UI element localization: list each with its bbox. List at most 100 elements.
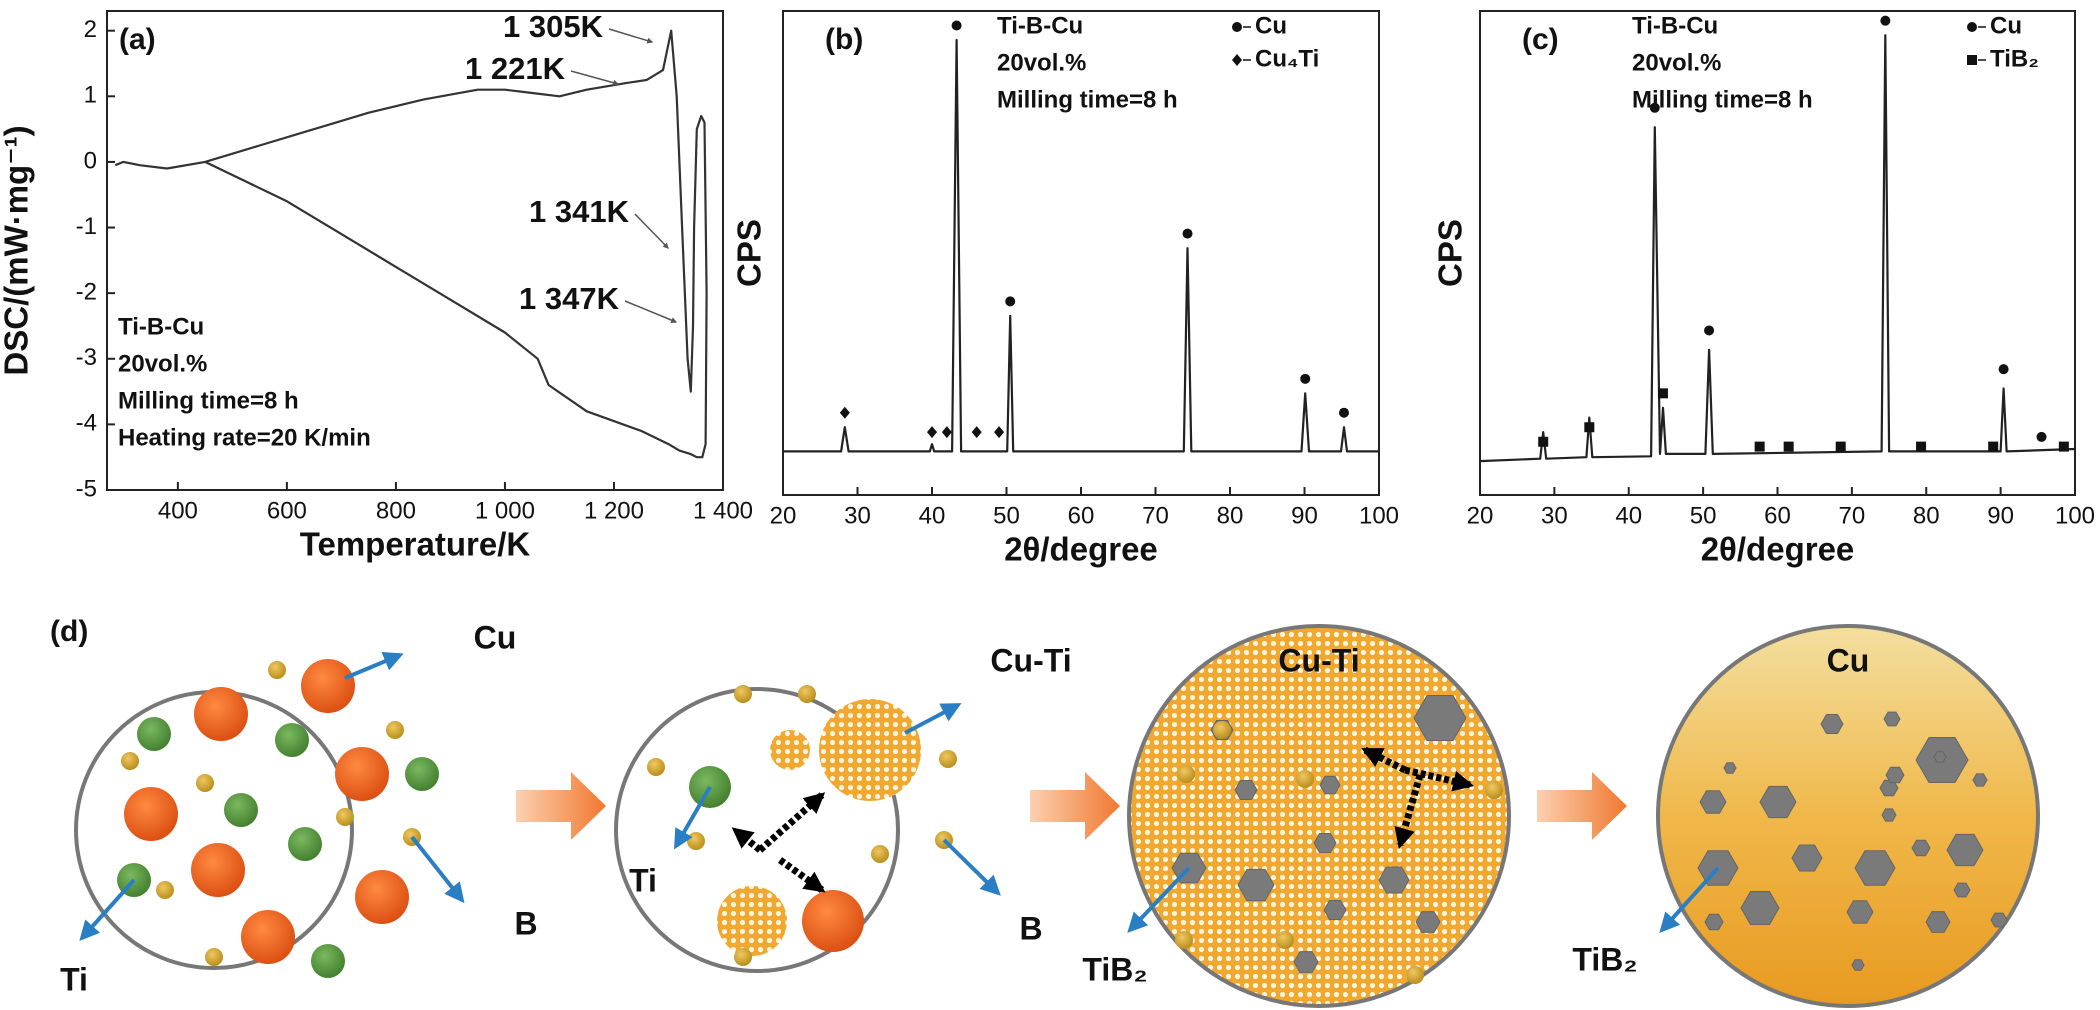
annotation: 1 347K [519,281,620,316]
x-tick-label: 30 [844,502,871,529]
b-particle [734,685,752,703]
x-tick-label: 30 [1541,502,1568,529]
pointer-arrow [904,703,962,735]
text-box-line: Ti-B-Cu [118,313,204,340]
diagram-label: B [514,905,537,941]
text-box-line: Ti-B-Cu [997,12,1083,39]
x-tick-label: 50 [993,502,1020,529]
b-particle [336,808,354,826]
b-particle [734,948,752,966]
plot-frame [106,10,724,491]
x-tick-label: 1 400 [693,497,753,524]
b-particle [1296,770,1314,788]
y-tick-label: -4 [76,410,97,437]
tib2-particle [1699,790,1727,814]
tib2-particle [1925,911,1951,933]
diffusion-arrow [777,857,826,893]
y-axis-title: CPS [731,219,768,287]
pointer-arrow [1659,866,1720,933]
ti-particle [224,793,258,827]
marker [1754,441,1765,452]
cu-particle [335,747,389,801]
text-box-line: Milling time=8 h [118,387,299,414]
x-tick-label: 800 [376,497,416,524]
marker [927,426,937,439]
tib2-particle [1881,808,1897,822]
diagram-label: Ti [60,961,88,997]
cu-particle [241,910,295,964]
x-tick-label: 1 000 [475,497,535,524]
tib2-particle [1933,751,1947,763]
x-tick-label: 90 [1291,502,1318,529]
x-tick-label: 20 [770,502,797,529]
b-particle [1175,931,1193,949]
b-particle [196,774,214,792]
cu-ti-particle [770,730,810,770]
tib2-particle [1990,912,2008,928]
pointer-arrow [1127,866,1191,933]
tib2-particle [1854,850,1896,886]
b-particle [647,758,665,776]
annotation: 1 305K [503,9,604,44]
legend-symbol [1967,55,1977,65]
pointer-arrow [674,786,712,850]
tib2-particle [1759,785,1797,819]
annotation-arrow [634,213,669,249]
marker [1880,15,1891,26]
cu-particle [124,787,178,841]
diffusion-arrow [1404,766,1475,792]
text-box-line: Milling time=8 h [1632,86,1813,113]
pointer-arrow [79,878,136,941]
tib2-particle [1883,711,1901,727]
text-box-line: Heating rate=20 K/min [118,424,371,451]
x-tick-label: 60 [1764,502,1791,529]
diagram-label: Cu [1827,642,1870,678]
tib2-particle [1946,833,1984,867]
tib2-particle [1846,900,1874,924]
pointer-arrow [942,838,1001,896]
tib2-particle [1319,775,1341,795]
b-particle [687,832,705,850]
y-tick-label: -5 [76,475,97,502]
b-particle [268,661,286,679]
panel-label: (c) [1522,23,1559,56]
cu-ti-particle [819,699,921,801]
process-arrow [1030,772,1120,840]
y-tick-label: -1 [76,213,97,240]
panel-label: (a) [119,23,156,56]
tib2-particle [1851,959,1865,971]
diagram-label: TiB₂ [1572,941,1637,977]
pointer-arrow [410,835,465,904]
legend-label: TiB₂ [1990,45,2039,72]
tib2-particle [1723,762,1737,774]
legend-symbol [1232,22,1242,32]
marker [1649,102,1660,113]
x-tick-label: 70 [1142,502,1169,529]
text-box-line: Milling time=8 h [997,86,1178,113]
x-tick-label: 100 [1359,502,1399,529]
legend-label: Cu [1990,12,2022,39]
marker [1300,373,1311,384]
marker [1005,296,1016,307]
ti-particle [311,944,345,978]
b-particle [1406,966,1424,984]
diffusion-arrow [1394,774,1424,850]
b-particle [121,752,139,770]
y-tick-label: -3 [76,344,97,371]
marker [2058,441,2069,452]
marker [839,406,850,419]
y-tick-label: 1 [84,82,97,109]
ti-particle [405,757,439,791]
annotation: 1 221K [465,51,566,86]
text-box-line: Ti-B-Cu [1632,12,1718,39]
x-tick-label: 90 [1987,502,2014,529]
annotation-arrow [570,70,620,86]
b-particle [205,948,223,966]
tib2-particle [1323,900,1347,920]
stage-circle [1127,624,1511,1008]
tib2-particle [1885,766,1905,784]
x-tick-label: 40 [1615,502,1642,529]
tib2-particle [1413,695,1467,741]
marker [1704,325,1715,336]
